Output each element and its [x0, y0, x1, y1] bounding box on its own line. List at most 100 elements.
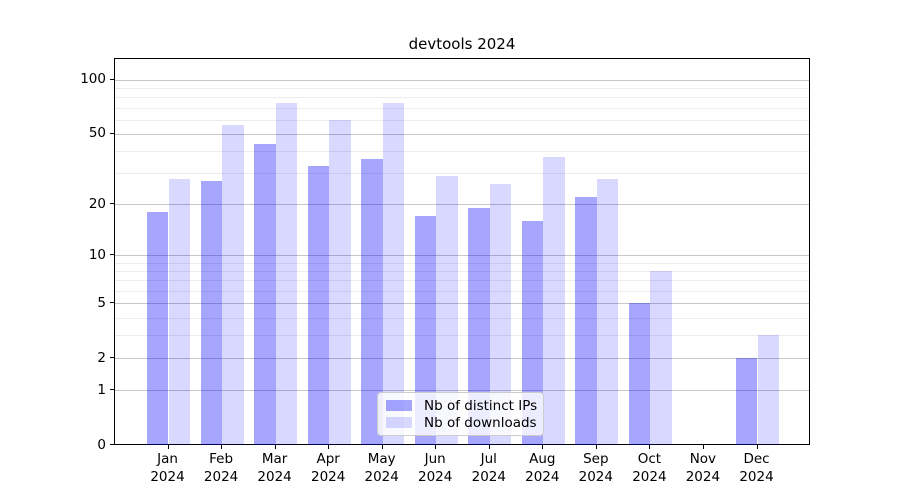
gridline-minor-90	[115, 87, 809, 89]
x-tick-mark-nov	[702, 445, 704, 449]
gridline-major-2	[115, 358, 809, 359]
gridline-minor-80	[115, 97, 809, 99]
x-tick-mark-feb	[221, 445, 223, 449]
x-tick-year-dec: 2024	[739, 468, 774, 485]
y-tick-label-1: 1	[97, 381, 106, 398]
x-tick-label-oct: Oct 2024	[619, 451, 679, 486]
y-tick-mark-10	[110, 254, 114, 256]
bar-may-distinct-ips	[361, 159, 383, 445]
bar-feb-distinct-ips	[200, 181, 223, 445]
x-tick-year-apr: 2024	[311, 468, 346, 485]
x-tick-label-jul: Jul 2024	[459, 451, 519, 486]
x-tick-year-mar: 2024	[257, 468, 292, 485]
bar-jun-downloads	[436, 175, 458, 445]
gridline-major-5	[115, 303, 809, 305]
y-tick-mark-5	[110, 302, 114, 304]
x-tick-label-jun: Jun 2024	[405, 451, 465, 486]
y-tick-mark-1	[110, 389, 114, 391]
bar-apr-distinct-ips	[307, 165, 330, 445]
gridline-major-1	[115, 390, 809, 392]
bar-sep-downloads	[596, 178, 619, 445]
x-tick-month-sep: Sep	[583, 451, 609, 467]
gridline-minor-8	[115, 271, 809, 273]
x-tick-month-may: May	[367, 451, 396, 467]
gridline-minor-3	[115, 335, 809, 337]
bar-mar-downloads	[275, 103, 298, 445]
bar-mar-distinct-ips	[254, 143, 276, 445]
x-tick-mark-apr	[328, 445, 330, 449]
gridline-minor-6	[115, 291, 809, 292]
bar-aug-distinct-ips	[521, 220, 544, 445]
legend: Nb of distinct IPs Nb of downloads	[377, 392, 544, 436]
x-tick-month-jan: Jan	[157, 451, 178, 467]
gridline-minor-4	[115, 317, 809, 319]
plot-area	[114, 58, 810, 445]
x-tick-mark-mar	[274, 445, 276, 449]
y-tick-mark-100	[110, 78, 114, 80]
x-tick-mark-oct	[649, 445, 651, 449]
x-tick-mark-aug	[542, 445, 544, 449]
x-tick-label-apr: Apr 2024	[298, 451, 358, 486]
y-tick-label-10: 10	[88, 246, 106, 263]
gridline-major-10	[115, 255, 809, 257]
x-tick-label-dec: Dec 2024	[727, 451, 787, 486]
y-tick-mark-20	[110, 203, 114, 204]
x-tick-mark-jul	[488, 445, 490, 449]
x-tick-month-nov: Nov	[689, 451, 717, 467]
bar-may-downloads	[382, 103, 405, 445]
y-tick-label-2: 2	[97, 349, 106, 366]
x-tick-mark-jan	[167, 445, 169, 449]
bar-dec-downloads	[757, 335, 780, 445]
bar-sep-distinct-ips	[575, 196, 597, 445]
bar-feb-downloads	[222, 125, 244, 445]
legend-entry-downloads: Nb of downloads	[386, 414, 537, 431]
x-tick-label-mar: Mar 2024	[245, 451, 305, 486]
x-tick-label-aug: Aug 2024	[512, 451, 572, 486]
bar-apr-downloads	[329, 119, 351, 445]
x-tick-year-aug: 2024	[525, 468, 560, 485]
x-tick-mark-jun	[435, 445, 437, 449]
x-tick-label-may: May 2024	[352, 451, 412, 486]
gridline-minor-40	[115, 151, 809, 153]
gridline-major-50	[115, 133, 809, 135]
y-tick-label-0: 0	[97, 436, 106, 453]
x-tick-mark-may	[381, 445, 383, 449]
legend-label-distinct-ips: Nb of distinct IPs	[424, 397, 538, 414]
x-tick-month-apr: Apr	[316, 451, 340, 467]
gridline-minor-70	[115, 107, 809, 109]
y-tick-mark-2	[110, 357, 114, 358]
legend-swatch-downloads	[386, 417, 412, 428]
x-tick-mark-dec	[756, 445, 758, 449]
x-tick-month-jun: Jun	[424, 451, 446, 467]
x-tick-month-dec: Dec	[743, 451, 770, 467]
bar-aug-downloads	[543, 157, 565, 445]
x-tick-year-oct: 2024	[632, 468, 667, 485]
x-tick-month-feb: Feb	[209, 451, 234, 467]
x-tick-year-sep: 2024	[578, 468, 613, 485]
y-tick-label-20: 20	[88, 195, 106, 212]
legend-label-downloads: Nb of downloads	[424, 414, 537, 431]
legend-entry-distinct-ips: Nb of distinct IPs	[386, 397, 538, 414]
gridline-minor-30	[115, 173, 809, 175]
y-tick-label-50: 50	[88, 125, 106, 142]
x-tick-month-jul: Jul	[480, 451, 497, 467]
gridline-major-100	[115, 79, 809, 81]
x-tick-year-feb: 2024	[203, 468, 239, 485]
y-tick-label-100: 100	[80, 71, 106, 88]
gridline-minor-9	[115, 262, 809, 264]
legend-swatch-distinct-ips	[386, 400, 412, 411]
x-tick-label-nov: Nov 2024	[673, 451, 733, 486]
x-tick-year-jun: 2024	[418, 468, 453, 485]
x-tick-label-jan: Jan 2024	[138, 451, 198, 486]
x-tick-year-jul: 2024	[471, 468, 506, 485]
x-tick-mark-sep	[595, 445, 597, 449]
x-tick-year-jan: 2024	[150, 468, 185, 485]
bar-jun-distinct-ips	[414, 216, 437, 445]
x-tick-label-sep: Sep 2024	[566, 451, 626, 486]
gridline-major-20	[115, 204, 809, 205]
bar-jul-distinct-ips	[468, 207, 490, 445]
gridline-minor-7	[115, 280, 809, 282]
y-tick-mark-0	[110, 444, 114, 445]
x-tick-label-feb: Feb 2024	[191, 451, 251, 486]
